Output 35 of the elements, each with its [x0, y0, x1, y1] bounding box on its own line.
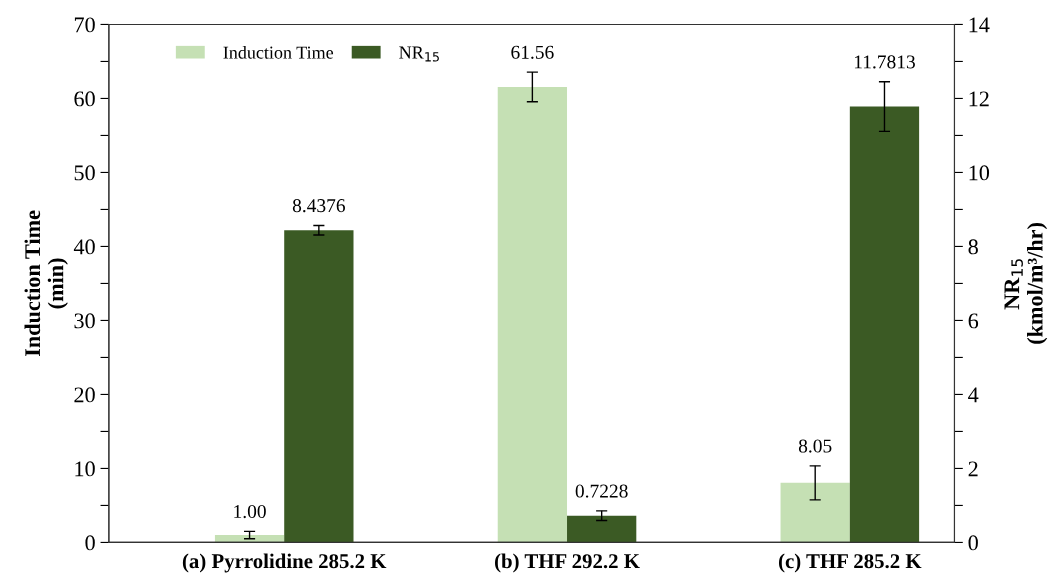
- data-label: 1.00: [234, 504, 266, 519]
- y2-tick-label: 10: [969, 165, 990, 181]
- y-tick-label: 20: [74, 387, 95, 403]
- bar: [214, 535, 285, 543]
- data-label: 11.7813: [854, 55, 915, 69]
- y-tick-label: 40: [73, 239, 95, 255]
- y-tick-label: 0: [85, 535, 95, 551]
- legend-label: Induction Time: [223, 45, 334, 59]
- bar: [284, 230, 354, 543]
- bar: [780, 482, 850, 543]
- y2-tick-label: 2: [968, 461, 978, 477]
- y2-tick-label: 0: [968, 535, 978, 551]
- y-tick-label: 60: [74, 91, 95, 107]
- y2-tick-label: 6: [968, 313, 979, 329]
- data-label: 0.7228: [575, 484, 628, 498]
- y2-tick-label: 8: [968, 239, 978, 255]
- x-tick-label: (c) THF 285.2 K: [778, 553, 922, 573]
- y2-axis-title: NR$_{15}$ (kmol/m³/hr): [1004, 223, 1048, 344]
- y2-tick-label: 14: [969, 17, 990, 33]
- y-tick-label: 70: [74, 17, 95, 33]
- y-tick-label: 10: [75, 461, 95, 477]
- y-tick-label: 30: [74, 313, 95, 329]
- bar: [567, 515, 637, 543]
- data-label: 8.4376: [292, 199, 346, 213]
- legend-label: NR$_{15}$: [399, 46, 439, 62]
- y-tick-label: 50: [74, 165, 95, 181]
- bar: [497, 86, 568, 543]
- data-label: 8.05: [798, 439, 832, 453]
- y-axis-title: Induction Time (min): [24, 210, 68, 357]
- y2-tick-label: 4: [968, 387, 979, 403]
- bar: [849, 106, 920, 543]
- data-label: 61.56: [511, 45, 554, 59]
- y2-tick-label: 12: [969, 91, 989, 107]
- x-tick-label: (b) THF 292.2 K: [495, 553, 640, 573]
- x-tick-label: (a) Pyrrolidine 285.2 K: [182, 553, 387, 573]
